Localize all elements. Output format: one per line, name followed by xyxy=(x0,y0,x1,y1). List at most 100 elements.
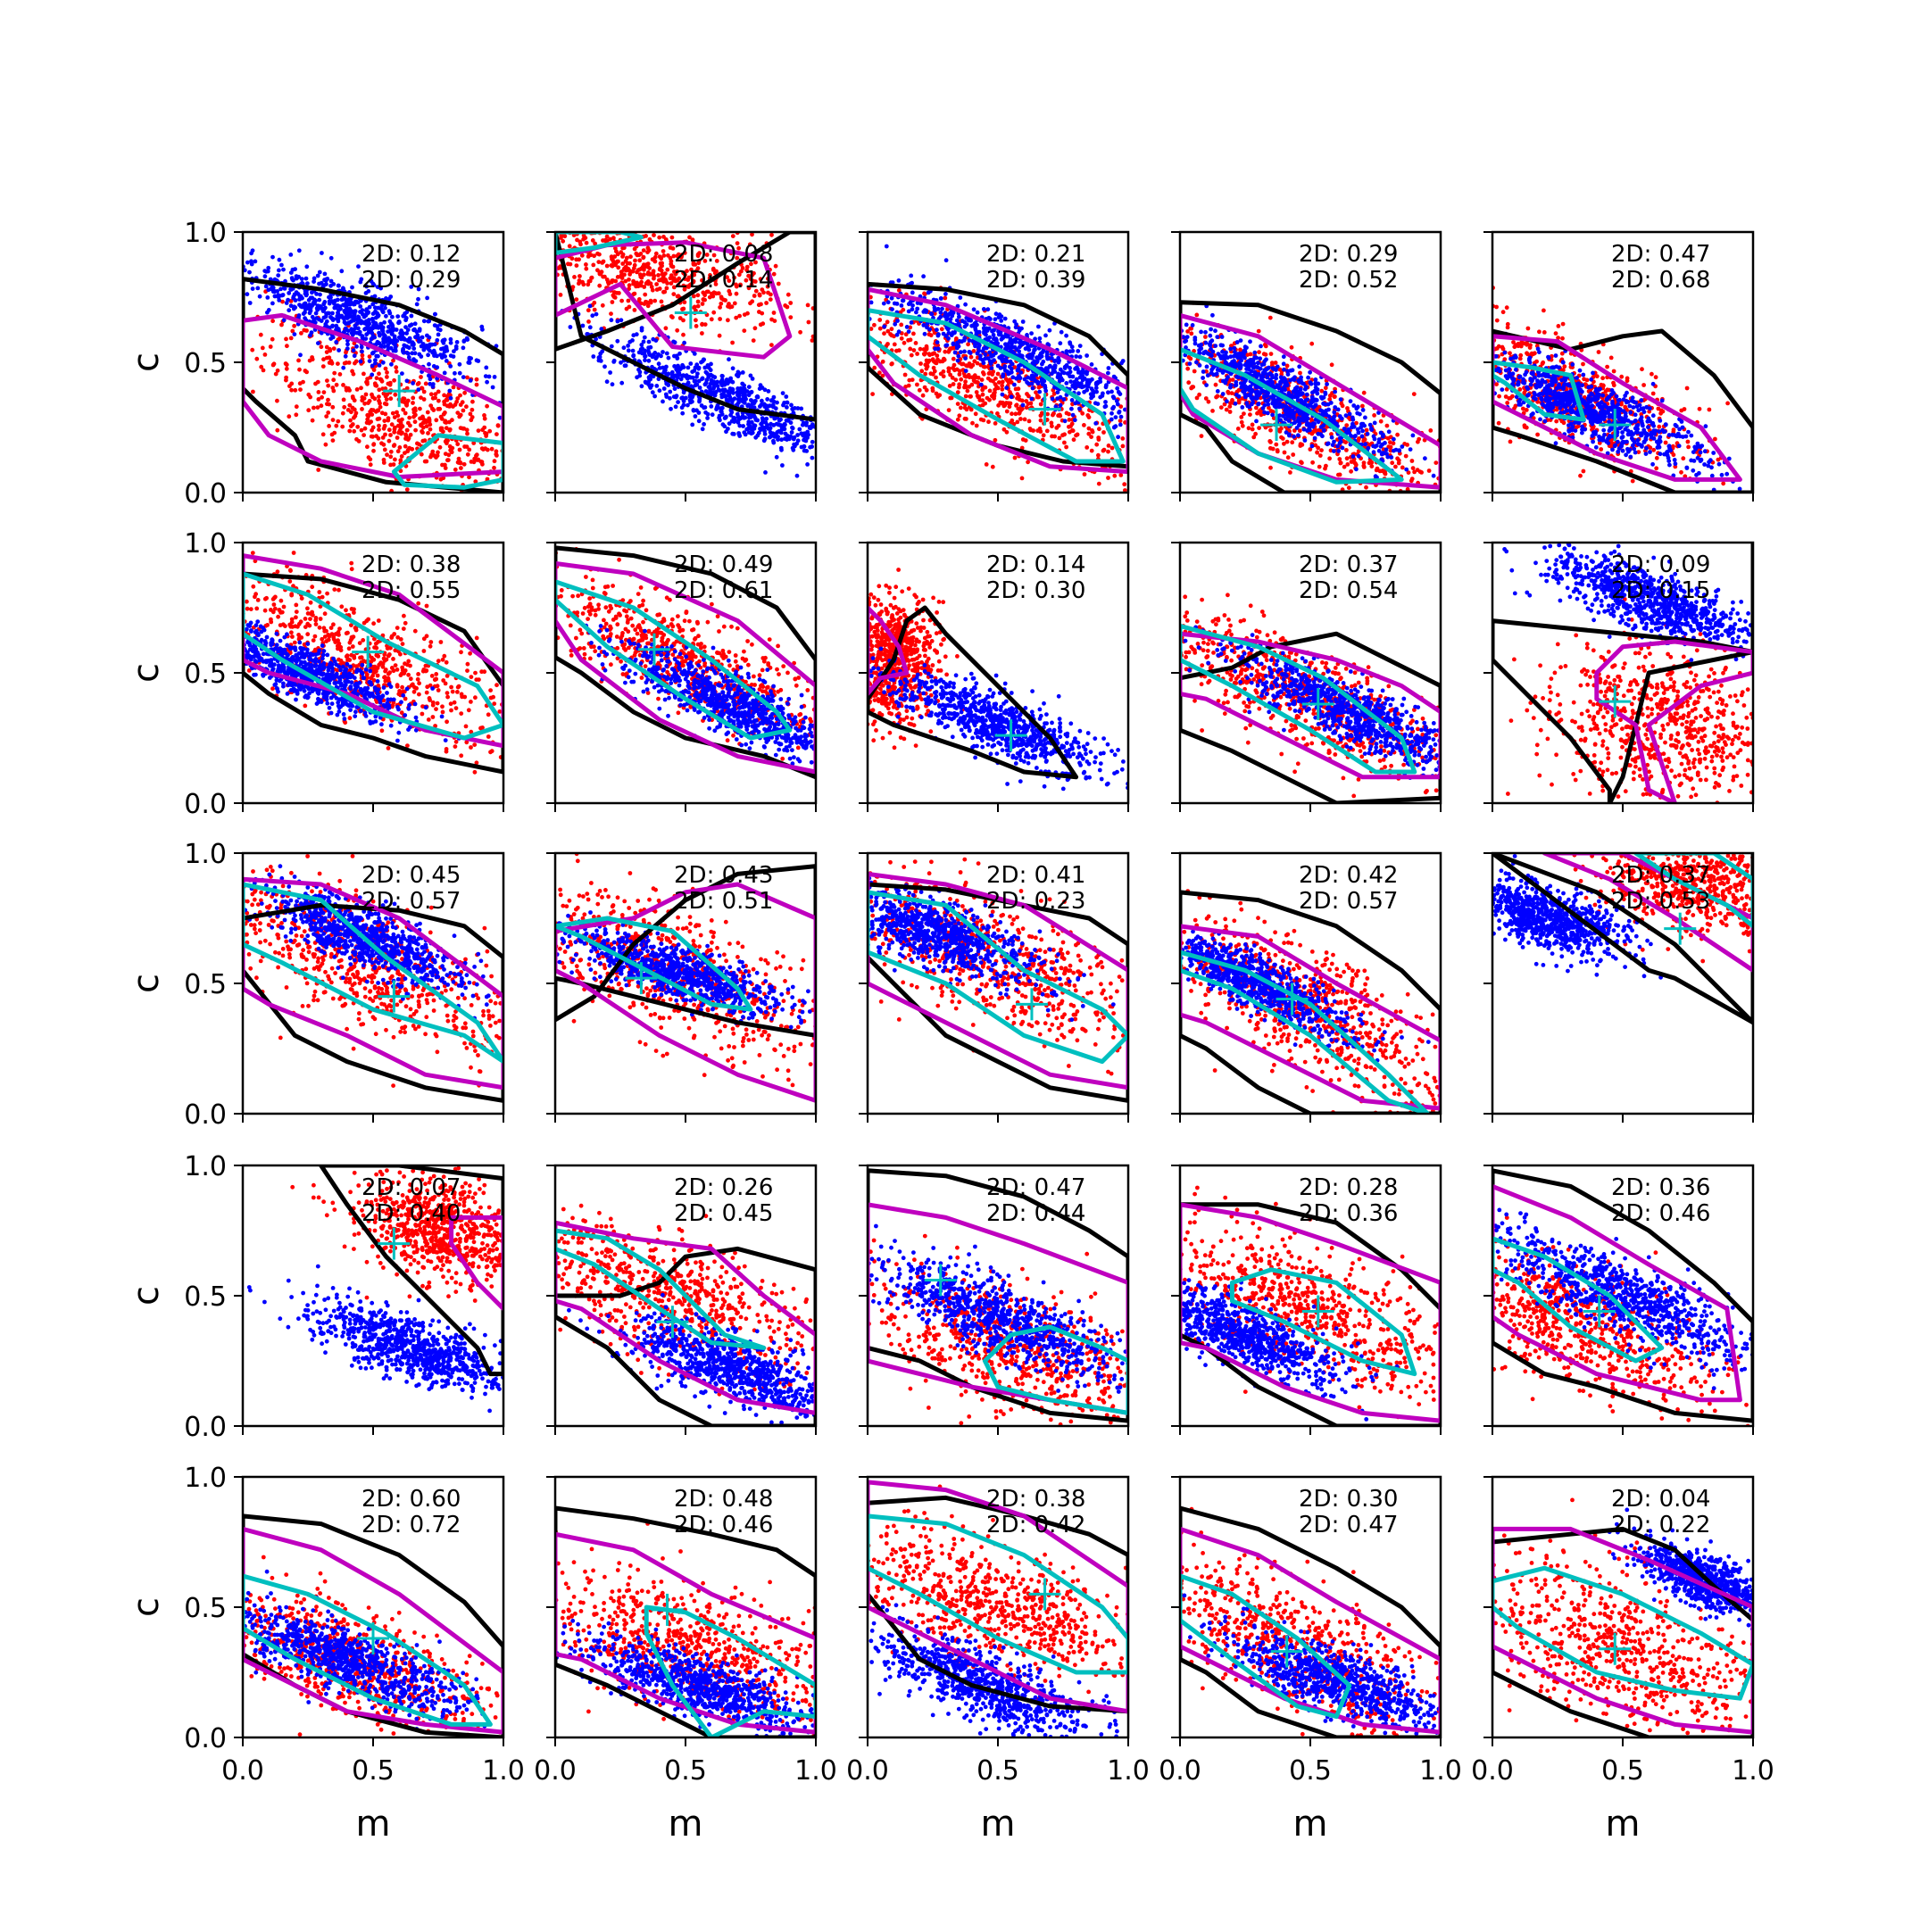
red-sample-point xyxy=(1193,369,1197,374)
blue-sample-point xyxy=(793,444,797,449)
blue-sample-point xyxy=(326,311,330,316)
blue-sample-point xyxy=(635,375,639,379)
red-sample-point xyxy=(625,256,629,261)
blue-sample-point xyxy=(376,354,380,359)
blue-sample-point xyxy=(312,300,316,304)
blue-sample-point xyxy=(588,304,593,309)
blue-sample-point xyxy=(378,363,382,368)
red-sample-point xyxy=(426,410,430,415)
red-sample-point xyxy=(1007,380,1011,385)
red-sample-point xyxy=(960,362,964,367)
blue-sample-point xyxy=(974,321,978,326)
red-sample-point xyxy=(967,373,971,377)
blue-sample-point xyxy=(744,433,748,437)
red-sample-point xyxy=(354,360,359,364)
red-sample-point xyxy=(1285,440,1290,444)
blue-sample-point xyxy=(750,427,754,431)
blue-sample-point xyxy=(1029,331,1034,336)
red-sample-point xyxy=(642,285,646,289)
blue-sample-point xyxy=(1035,361,1039,365)
blue-sample-point xyxy=(1210,313,1215,318)
blue-sample-point xyxy=(731,391,735,395)
blue-sample-point xyxy=(588,325,593,329)
red-sample-point xyxy=(981,393,985,397)
blue-sample-point xyxy=(944,258,949,262)
red-sample-point xyxy=(1258,409,1262,413)
red-sample-point xyxy=(464,404,469,409)
blue-sample-point xyxy=(265,295,270,300)
blue-sample-point xyxy=(640,326,644,330)
red-sample-point xyxy=(477,428,481,433)
blue-sample-point xyxy=(1081,385,1085,389)
blue-sample-point xyxy=(730,387,735,392)
red-sample-point xyxy=(882,331,886,336)
blue-sample-point xyxy=(370,364,375,369)
red-sample-point xyxy=(586,319,591,324)
blue-sample-point xyxy=(711,380,716,385)
red-sample-point xyxy=(622,268,627,272)
red-sample-point xyxy=(351,394,355,399)
red-sample-point xyxy=(947,408,952,412)
blue-sample-point xyxy=(705,416,710,420)
red-sample-point xyxy=(330,405,335,410)
annotation-line: 2D: 0.12 xyxy=(362,241,461,268)
red-sample-point xyxy=(1379,419,1384,424)
blue-sample-point xyxy=(1118,423,1123,427)
blue-sample-point xyxy=(1076,383,1081,387)
red-sample-point xyxy=(952,382,956,386)
blue-sample-point xyxy=(1013,340,1018,344)
blue-sample-point xyxy=(735,393,740,397)
blue-sample-point xyxy=(277,298,281,303)
red-sample-point xyxy=(284,376,288,380)
blue-sample-point xyxy=(796,438,801,443)
blue-sample-point xyxy=(779,437,784,442)
blue-sample-point xyxy=(421,342,426,346)
blue-sample-point xyxy=(356,264,361,269)
red-sample-point xyxy=(1392,441,1396,445)
red-sample-point xyxy=(494,449,499,453)
blue-sample-point xyxy=(387,309,392,313)
red-sample-point xyxy=(1064,445,1068,450)
red-sample-point xyxy=(285,344,289,348)
red-sample-point xyxy=(703,322,708,327)
blue-sample-point xyxy=(746,419,751,424)
blue-sample-point xyxy=(737,371,742,376)
red-sample-point xyxy=(616,265,620,269)
red-sample-point xyxy=(1096,453,1101,458)
red-sample-point xyxy=(370,435,374,439)
blue-sample-point xyxy=(648,377,652,382)
red-sample-point xyxy=(661,272,665,277)
red-sample-point xyxy=(1189,331,1193,336)
red-sample-point xyxy=(311,419,315,423)
blue-sample-point xyxy=(1296,433,1301,437)
red-sample-point xyxy=(407,446,411,451)
red-sample-point xyxy=(1027,419,1032,424)
red-sample-point xyxy=(1112,474,1117,478)
blue-sample-point xyxy=(1037,390,1042,394)
red-sample-point xyxy=(777,282,781,286)
blue-sample-point xyxy=(338,315,343,319)
blue-sample-point xyxy=(449,396,453,401)
red-sample-point xyxy=(327,355,331,360)
red-sample-point xyxy=(643,293,647,297)
red-sample-point xyxy=(263,352,268,357)
red-sample-point xyxy=(1005,395,1010,400)
red-sample-point xyxy=(968,361,972,366)
blue-sample-point xyxy=(1226,375,1230,379)
red-sample-point xyxy=(1409,478,1414,483)
red-sample-point xyxy=(457,415,461,419)
red-sample-point xyxy=(443,410,447,415)
red-sample-point xyxy=(299,331,303,336)
red-sample-point xyxy=(377,394,381,399)
red-sample-point xyxy=(338,372,343,377)
red-sample-point xyxy=(585,241,589,245)
blue-sample-point xyxy=(795,474,800,478)
blue-sample-point xyxy=(940,307,944,311)
red-sample-point xyxy=(421,426,426,430)
red-sample-point xyxy=(276,369,280,373)
blue-sample-point xyxy=(608,370,612,375)
blue-sample-point xyxy=(1005,359,1010,363)
red-sample-point xyxy=(359,386,363,390)
blue-sample-point xyxy=(1018,376,1023,380)
